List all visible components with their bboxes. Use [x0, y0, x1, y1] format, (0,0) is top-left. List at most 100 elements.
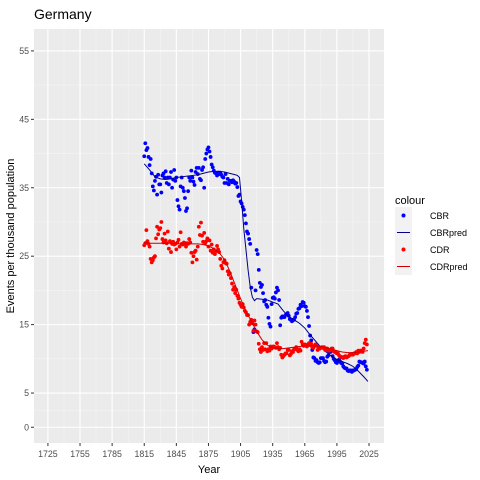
cdr-point: [147, 244, 152, 249]
cdr-point: [230, 281, 234, 286]
cbr-point: [364, 367, 369, 372]
cbr-point: [204, 151, 209, 156]
cbr-point: [207, 149, 212, 154]
cdr-point: [298, 348, 303, 353]
cbr-point: [191, 179, 196, 184]
cbr-point: [272, 296, 277, 301]
x-tick-label: 1935: [263, 449, 283, 459]
cbr-point: [162, 175, 167, 180]
x-tick-label: 1755: [70, 449, 90, 459]
cdr-point: [169, 250, 173, 254]
cbr-point: [268, 324, 273, 329]
cdr-point: [309, 341, 314, 346]
cdr-point: [275, 341, 279, 345]
legend-item-cbrpred: CBRpred: [395, 224, 467, 241]
cbr-point: [221, 175, 226, 180]
cdr-point: [165, 229, 170, 234]
legend-label: CBRpred: [430, 228, 467, 238]
cbr-point: [324, 359, 329, 364]
y-axis: 0 5 15 25 35 45 55: [19, 46, 34, 432]
cbr-point: [158, 182, 163, 187]
cbr-point: [199, 178, 203, 183]
cdr-point: [232, 285, 237, 289]
series-cbrpred: [143, 163, 369, 382]
cbr-point: [183, 196, 187, 200]
cbr-point: [151, 188, 156, 193]
y-tick-label: 55: [19, 46, 29, 56]
cbr-point: [145, 146, 150, 150]
cdr-point: [174, 247, 179, 252]
cbr-point: [185, 206, 189, 211]
cbr-point: [307, 324, 311, 328]
cdr-point: [178, 230, 183, 235]
cbr-point: [276, 288, 280, 293]
cdr-point: [207, 238, 212, 243]
cbr-point: [159, 190, 164, 195]
cbr-point: [303, 304, 308, 309]
cbr-point: [147, 163, 152, 168]
cdr-point: [209, 242, 214, 247]
y-tick-label: 25: [19, 251, 29, 261]
cdr-point: [176, 237, 181, 242]
cbr-point: [142, 154, 147, 159]
legend-item-cbr: CBR: [395, 207, 450, 224]
legend-item-cdr: CDR: [395, 241, 450, 258]
legend-label: CBR: [430, 211, 450, 221]
cdr-point: [278, 345, 283, 350]
x-axis-label: Year: [198, 464, 221, 476]
cbr-point: [234, 181, 239, 185]
legend-item-cdrpred: CDRpred: [395, 258, 468, 275]
cdr-point: [155, 224, 159, 229]
cbr-point: [277, 298, 282, 302]
cbr-point: [143, 141, 148, 146]
cdr-point: [233, 291, 238, 296]
cbr-point: [269, 302, 274, 306]
cbr-point: [317, 360, 322, 365]
y-tick-label: 0: [24, 422, 29, 432]
cbr-point: [173, 179, 178, 183]
x-axis: 1725 1755 1785 1815 1845 1875 1905 1935 1965 1995…: [38, 443, 379, 459]
cdr-point: [156, 232, 161, 237]
cdr-point: [202, 231, 207, 235]
series-layer: [142, 141, 369, 382]
cbr-point: [256, 267, 261, 272]
cbr-point: [189, 168, 194, 173]
cbr-point: [309, 338, 314, 343]
cbr-point: [203, 157, 208, 161]
cbr-point: [253, 288, 258, 293]
cdr-point: [154, 236, 158, 241]
x-tick-label: 1785: [102, 449, 122, 459]
cbr-point: [156, 172, 161, 177]
cdr-point: [184, 244, 188, 249]
cbr-point: [226, 182, 231, 187]
cbr-point: [255, 252, 260, 257]
major-gridlines: [34, 29, 384, 443]
series-cbr: [142, 141, 369, 374]
cbr-point: [278, 323, 283, 328]
x-tick-label: 1845: [167, 449, 187, 459]
y-tick-label: 35: [19, 183, 29, 193]
cdr-point: [220, 266, 225, 271]
cdr-point: [252, 318, 257, 323]
y-tick-label: 15: [19, 320, 29, 330]
cbr-point: [260, 283, 264, 287]
cbr-point: [242, 213, 247, 218]
y-tick-label: 5: [24, 388, 29, 398]
legend-title: colour: [395, 195, 425, 207]
cdr-point: [193, 248, 198, 253]
cdr-point: [215, 244, 219, 248]
cdr-point: [363, 337, 368, 342]
cbr-point: [166, 182, 171, 187]
cdr-point: [364, 342, 369, 347]
cbr-point: [163, 169, 168, 174]
y-axis-label: Events per thousand population: [5, 159, 17, 314]
cdr-point: [159, 220, 164, 224]
y-tick-label: 45: [19, 114, 29, 124]
cbr-point: [208, 155, 213, 159]
cdr-point: [158, 226, 163, 231]
cbr-point: [181, 189, 186, 194]
cbr-point: [196, 166, 201, 170]
cbr-point: [170, 185, 174, 190]
cdr-point: [251, 328, 256, 333]
cbr-point: [201, 165, 206, 170]
